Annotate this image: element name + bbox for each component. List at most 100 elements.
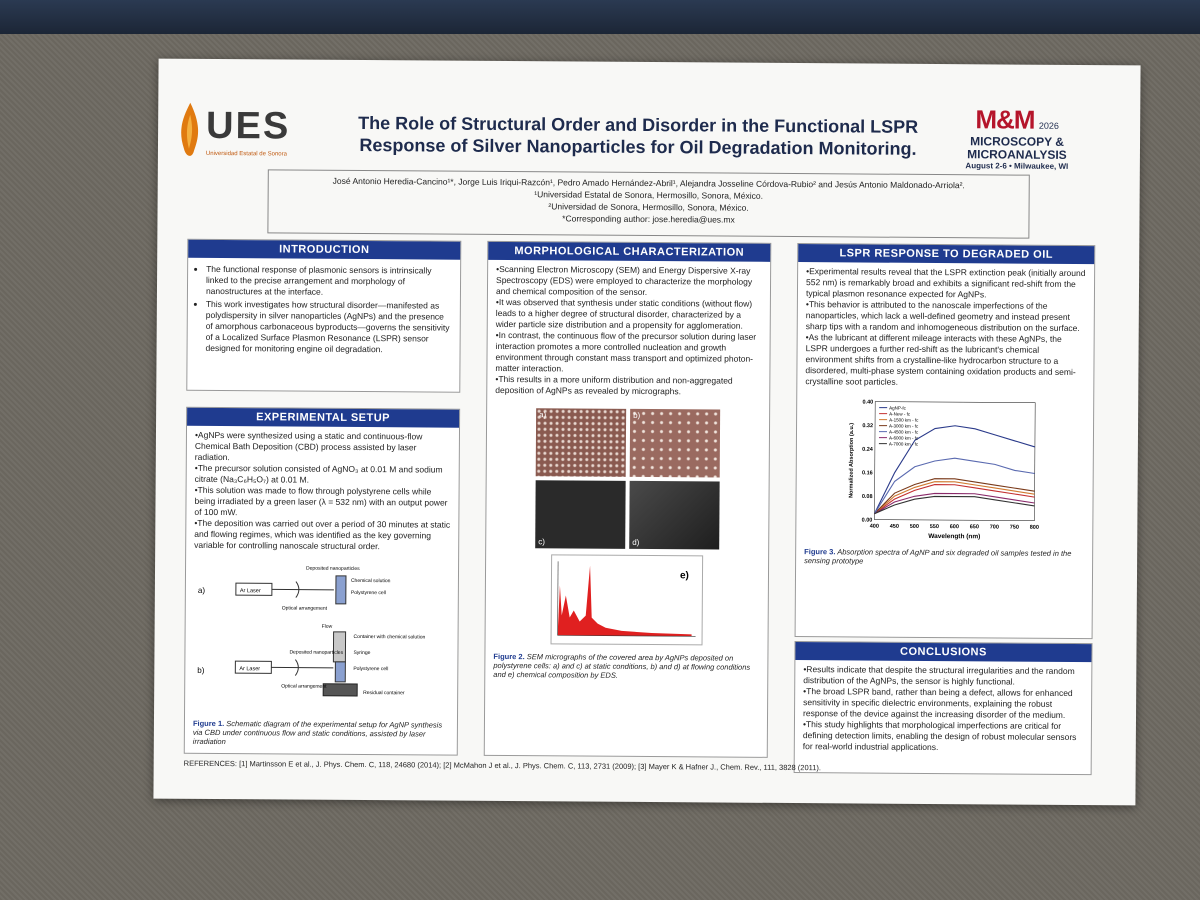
x-tick-label: 750 (1010, 525, 1019, 531)
legend-entry: A-7000 km - fc (889, 441, 919, 446)
intro-bullet: The functional response of plasmonic sen… (206, 264, 450, 299)
introduction-heading: INTRODUCTION (188, 239, 461, 260)
experimental-heading: EXPERIMENTAL SETUP (187, 407, 460, 428)
eds-spectrum-svg: e) (557, 561, 696, 637)
morphology-heading: MORPHOLOGICAL CHARACTERIZATION (488, 241, 771, 262)
x-tick-label: 450 (890, 524, 899, 530)
conclusions-paragraph: •Results indicate that despite the struc… (803, 664, 1075, 687)
mm-logo-year: 2026 (1038, 120, 1059, 131)
absorption-chart: 400 450 500 550 600 650 700 750 800 0.00 0.08 0.16 0… (849, 400, 1039, 541)
y-axis-label: Normalized Absorption (a.u.) (849, 423, 856, 498)
eds-peaks (557, 565, 692, 637)
sem-micrographs: a) b) c) d) (535, 408, 721, 550)
optical-label-b: Optical arrangement (281, 683, 327, 689)
series-line (873, 425, 1036, 514)
mm-logo-line2: MICROANALYSIS (967, 147, 1067, 162)
legend-entry: A-1500 km - fc (889, 417, 919, 422)
conclusions-section: CONCLUSIONS •Results indicate that despi… (793, 641, 1093, 776)
laser-label-a: Ar Laser (240, 588, 261, 594)
eds-spectrum: e) (550, 554, 704, 646)
x-tick-label: 400 (870, 524, 879, 530)
conclusions-paragraph: •This study highlights that morphologica… (802, 719, 1077, 753)
sem-panel-a: a) (535, 408, 627, 477)
mm-logo-date: August 2-6 • Milwaukee, WI (965, 161, 1069, 171)
morphology-paragraph: •This results in a more uniform distribu… (495, 373, 733, 397)
eds-label-e: e) (680, 570, 689, 581)
figure-2-label: Figure 2. (493, 651, 525, 662)
experimental-paragraph: •This solution was made to flow through … (194, 484, 448, 518)
sem-label-c: c) (538, 537, 545, 547)
deposited-label-b: Deposited nanoparticles (289, 650, 343, 656)
legend-entry: AgNP-fc (889, 405, 907, 410)
series-line (873, 457, 1035, 514)
x-tick-label: 550 (930, 524, 939, 530)
ues-subtitle: Universidad Estatal de Sonora (205, 150, 287, 158)
deposited-label-a: Deposited nanoparticles (306, 566, 360, 572)
sem-label-a: a) (539, 410, 547, 420)
flow-label: Flow (322, 624, 333, 630)
experimental-section: EXPERIMENTAL SETUP •AgNPs were synthesiz… (183, 406, 461, 756)
diagram-label-a: a) (198, 586, 206, 595)
eds-x-axis (557, 635, 696, 637)
legend-entry: A-6000 km - fc (889, 435, 919, 440)
ues-logo: UES Universidad Estatal de Sonora (176, 101, 296, 172)
series-line (874, 492, 1035, 515)
y-tick-label: 0.40 (862, 400, 873, 406)
sem-panel-c: c) (535, 480, 626, 549)
x-tick-label: 500 (910, 524, 919, 530)
x-tick-label: 700 (990, 524, 999, 530)
morphology-paragraph: •In contrast, the continuous flow of the… (495, 329, 757, 374)
sem-panel-d: d) (629, 480, 720, 550)
x-tick-label: 800 (1030, 525, 1039, 531)
morphology-paragraph: •Scanning Electron Microscopy (SEM) and … (495, 263, 753, 297)
x-tick-label: 600 (950, 524, 959, 530)
legend-entry: A-3000 km - fc (889, 423, 919, 428)
chem-label: Chemical solution (351, 578, 391, 584)
laser-label-b: Ar Laser (239, 666, 260, 672)
x-axis-label: Wavelength (nm) (928, 533, 980, 540)
figure-2-caption: Figure 2. SEM micrographs of the covered… (485, 650, 767, 683)
figure-3-caption: Figure 3. Absorption spectra of AgNP and… (796, 545, 1092, 569)
figure-1-text: Schematic diagram of the experimental se… (192, 719, 443, 747)
y-tick-label: 0.32 (862, 423, 873, 429)
series-line (874, 484, 1035, 515)
series-line (874, 481, 1035, 515)
lspr-heading: LSPR RESPONSE TO DEGRADED OIL (798, 244, 1095, 265)
legend-entry: A-New - fc (889, 411, 911, 416)
setup-diagram-svg: a) Ar Laser Deposited nanoparticles Chem… (197, 566, 426, 697)
sem-label-b: b) (633, 410, 641, 420)
cell-label: Polystyrene cell (351, 590, 386, 596)
series-line (874, 478, 1035, 515)
ues-wordmark: UES (205, 104, 291, 148)
mm-logo: M&M 2026 MICROSCOPY & MICROANALYSIS Augu… (952, 104, 1082, 171)
figure-1-label: Figure 1. (192, 718, 225, 729)
figure-2-text: SEM micrographs of the covered area by A… (493, 652, 751, 680)
setup-diagram: a) Ar Laser Deposited nanoparticles Chem… (195, 561, 448, 713)
syringe (332, 631, 347, 663)
cell-label-b: Polystyrene cell (353, 666, 388, 672)
cell-b (334, 661, 346, 683)
x-tick-label: 650 (970, 524, 979, 530)
sem-panel-b: b) (629, 408, 721, 478)
introduction-section: INTRODUCTION The functional response of … (186, 238, 462, 393)
lens-a (295, 581, 300, 598)
optical-label-a: Optical arrangement (282, 605, 328, 611)
residual-container (322, 683, 358, 697)
diagram-label-b: b) (197, 666, 205, 675)
poster: UES Universidad Estatal de Sonora The Ro… (153, 58, 1141, 806)
experimental-paragraph: •The deposition was carried out over a p… (194, 517, 451, 552)
eds-y-axis (557, 561, 559, 636)
experimental-paragraph: •The precursor solution consisted of AgN… (194, 462, 443, 485)
legend-entry: A-4500 km - fc (889, 429, 919, 434)
container-label: Container with chemical solution (354, 634, 426, 641)
y-tick-label: 0.24 (862, 447, 874, 453)
figure-3-label: Figure 3. (804, 547, 836, 557)
poster-title: The Role of Structural Order and Disorde… (318, 112, 958, 160)
lspr-paragraph: •Experimental results reveal that the LS… (805, 266, 1086, 300)
morphology-paragraph: •It was observed that synthesis under st… (495, 296, 753, 331)
lspr-paragraph: •This behavior is attributed to the nano… (805, 299, 1080, 334)
y-tick-label: 0.00 (862, 518, 873, 524)
y-tick-label: 0.08 (862, 494, 873, 500)
cell-a (335, 575, 347, 605)
experimental-paragraph: •AgNPs were synthesized using a static a… (194, 429, 423, 463)
